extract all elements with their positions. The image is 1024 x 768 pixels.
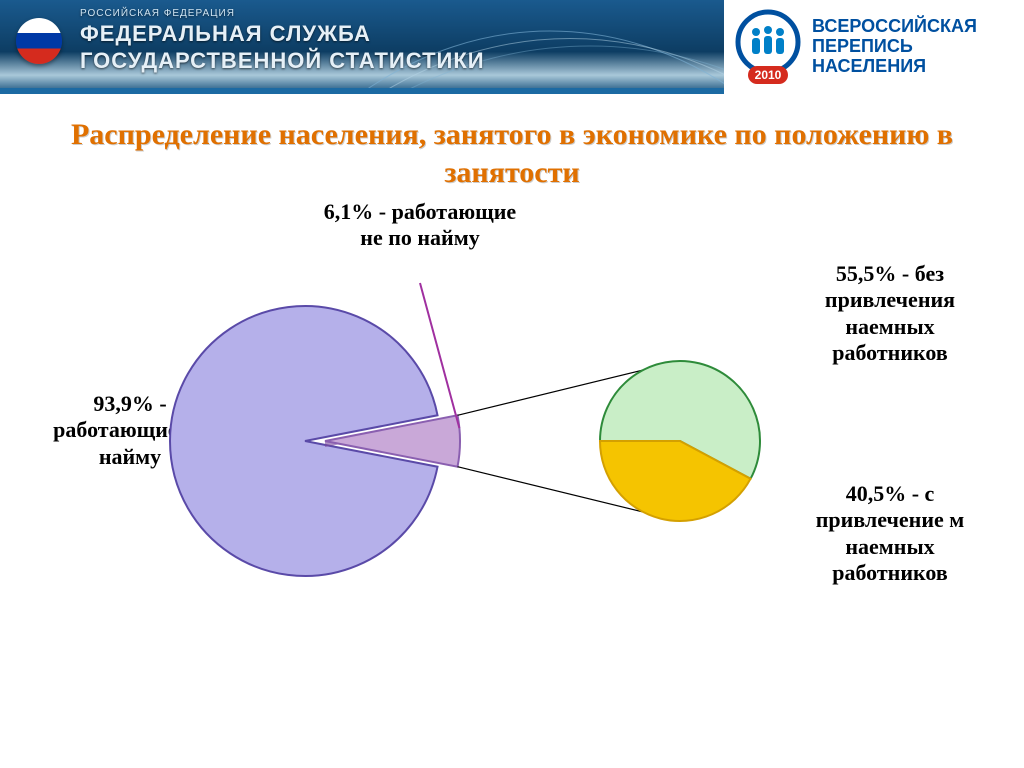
census-year: 2010 bbox=[755, 68, 782, 82]
flag-icon bbox=[16, 18, 62, 64]
chart-area: 6,1% - работающие не по найму 93,9% - ра… bbox=[0, 191, 1024, 751]
header-small: РОССИЙСКАЯ ФЕДЕРАЦИЯ bbox=[80, 8, 485, 19]
header-line1: ФЕДЕРАЛЬНАЯ СЛУЖБА bbox=[80, 21, 485, 46]
census-badge: 2010 ВСЕРОССИЙСКАЯ ПЕРЕПИСЬ НАСЕЛЕНИЯ bbox=[724, 0, 1024, 94]
header-line2: ГОСУДАРСТВЕННОЙ СТАТИСТИКИ bbox=[80, 48, 485, 73]
header-text: РОССИЙСКАЯ ФЕДЕРАЦИЯ ФЕДЕРАЛЬНАЯ СЛУЖБА … bbox=[80, 8, 485, 74]
census-line2: ПЕРЕПИСЬ НАСЕЛЕНИЯ bbox=[812, 37, 1014, 77]
census-text: ВСЕРОССИЙСКАЯ ПЕРЕПИСЬ НАСЕЛЕНИЯ bbox=[812, 17, 1014, 76]
census-line1: ВСЕРОССИЙСКАЯ bbox=[812, 17, 1014, 37]
census-logo-icon: 2010 bbox=[734, 8, 802, 86]
header-banner: РОССИЙСКАЯ ФЕДЕРАЦИЯ ФЕДЕРАЛЬНАЯ СЛУЖБА … bbox=[0, 0, 1024, 94]
pie-charts-svg bbox=[0, 191, 1024, 751]
slide-title: Распределение населения, занятого в экон… bbox=[60, 116, 964, 191]
